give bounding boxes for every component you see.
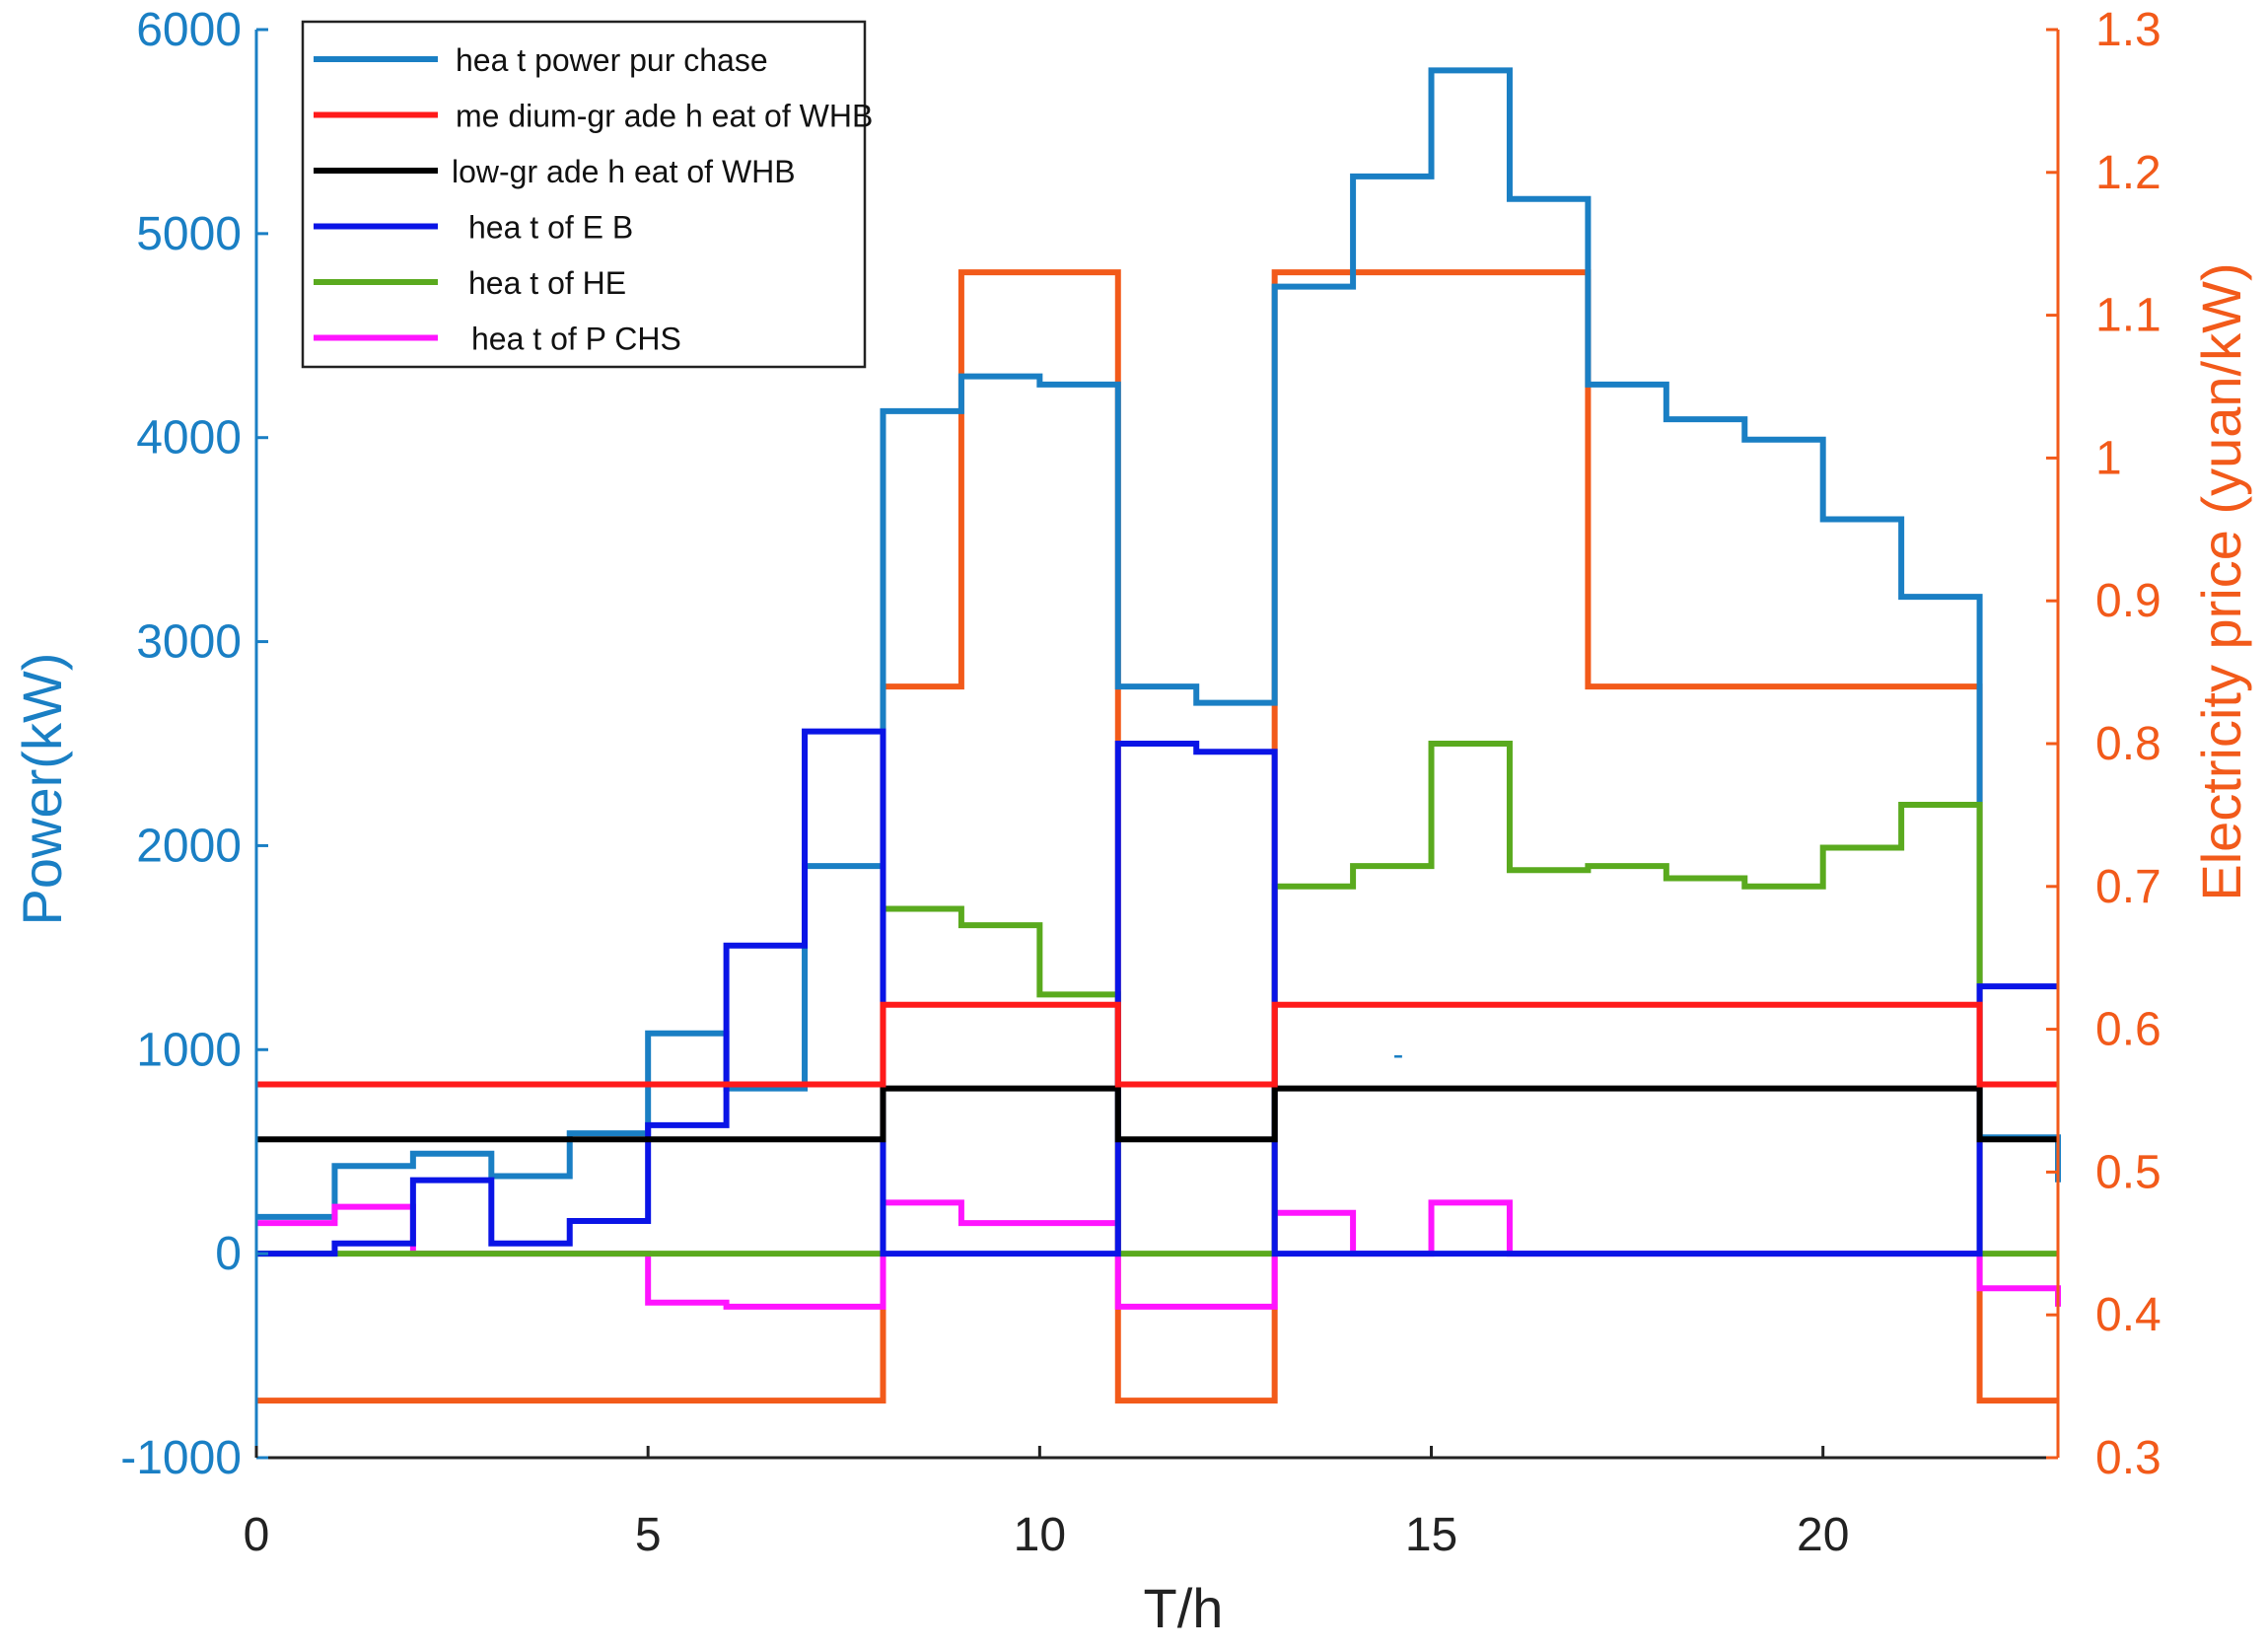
left-tick-label: 3000 bbox=[136, 616, 242, 669]
legend-label: hea t of HE bbox=[468, 265, 626, 301]
series-line-electricity-price bbox=[256, 269, 2058, 1404]
x-tick-label: 5 bbox=[635, 1509, 662, 1561]
x-tick-label: 0 bbox=[244, 1509, 270, 1561]
legend-label: hea t of E B bbox=[468, 210, 633, 246]
series-line-heat-of-eb bbox=[256, 728, 2058, 1257]
right-tick-label: 0.8 bbox=[2095, 718, 2162, 770]
x-tick-label: 10 bbox=[1014, 1509, 1066, 1561]
right-tick-label: 0.7 bbox=[2095, 861, 2162, 913]
x-axis-label: T/h bbox=[1144, 1577, 1224, 1639]
series-layer bbox=[256, 67, 2061, 1404]
legend-box bbox=[301, 20, 867, 369]
x-tick-label: 15 bbox=[1405, 1509, 1457, 1561]
x-tick-label: 20 bbox=[1797, 1509, 1849, 1561]
series-line-low-grade-heat-of-whb bbox=[256, 1085, 2058, 1143]
series-line-heat-power-purchase bbox=[256, 67, 2061, 1220]
left-tick-label: -1000 bbox=[120, 1432, 242, 1484]
dash-annotation: - bbox=[1393, 1037, 1404, 1072]
right-tick-label: 0.3 bbox=[2095, 1432, 2162, 1484]
legend-label: me dium-gr ade h eat of WHB bbox=[456, 99, 873, 134]
left-tick-label: 1000 bbox=[136, 1024, 242, 1076]
left-tick-label: 0 bbox=[215, 1228, 242, 1280]
right-tick-label: 1 bbox=[2095, 432, 2122, 484]
legend-label: hea t of P CHS bbox=[471, 322, 681, 357]
legend: hea t power pur chase me dium-gr ade h ea… bbox=[301, 20, 873, 369]
series-line-heat-of-he bbox=[256, 741, 2058, 1257]
tick-layer: -100001000200030004000500060000.30.40.50… bbox=[120, 4, 2162, 1561]
series-line-medium-grade-heat-of-whb bbox=[256, 1001, 2058, 1088]
right-y-axis-label: Electricity price (yuan/kW) bbox=[2190, 262, 2252, 900]
left-tick-label: 4000 bbox=[136, 412, 242, 465]
right-tick-label: 1.1 bbox=[2095, 290, 2162, 342]
right-tick-label: 0.5 bbox=[2095, 1146, 2162, 1198]
legend-items: hea t power pur chase me dium-gr ade h ea… bbox=[314, 42, 873, 357]
left-y-axis-label: Power(kW) bbox=[11, 653, 73, 926]
right-tick-label: 0.9 bbox=[2095, 575, 2162, 627]
right-tick-label: 0.4 bbox=[2095, 1289, 2162, 1341]
left-tick-label: 5000 bbox=[136, 208, 242, 260]
left-tick-label: 2000 bbox=[136, 820, 242, 872]
left-tick-label: 6000 bbox=[136, 4, 242, 56]
legend-label: hea t power pur chase bbox=[456, 42, 768, 78]
right-tick-label: 1.3 bbox=[2095, 4, 2162, 56]
legend-label: low-gr ade h eat of WHB bbox=[452, 154, 796, 189]
right-tick-label: 1.2 bbox=[2095, 147, 2162, 199]
right-tick-label: 0.6 bbox=[2095, 1004, 2162, 1056]
